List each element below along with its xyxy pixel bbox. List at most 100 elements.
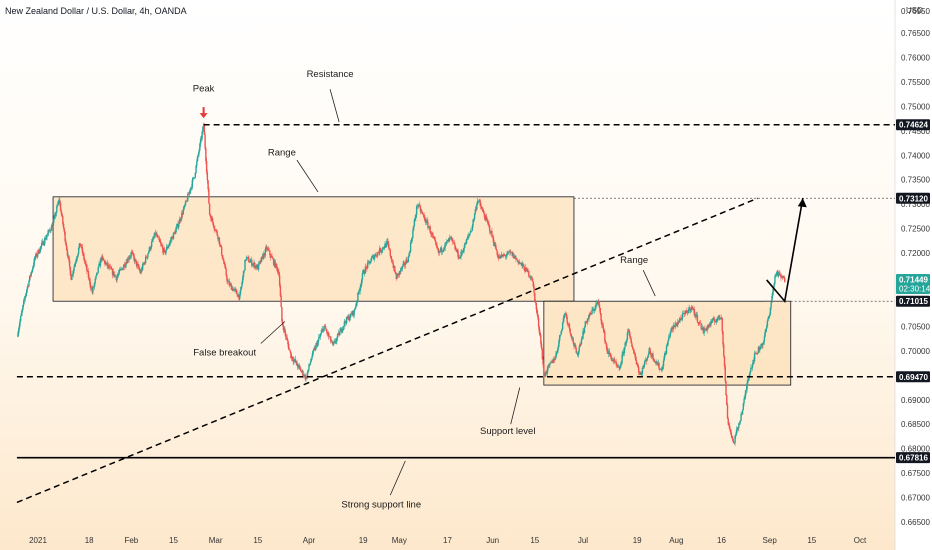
candle-body	[194, 172, 197, 178]
candle-body	[423, 215, 425, 218]
candle-body	[132, 252, 134, 254]
candle-body	[366, 266, 368, 269]
candle-body	[466, 238, 468, 240]
candle-body	[175, 229, 177, 234]
candle-body	[629, 336, 632, 339]
candle-body	[260, 256, 263, 263]
candle-body	[267, 248, 270, 251]
candle-body	[620, 362, 623, 365]
candle-body	[493, 242, 495, 247]
candle-body	[382, 247, 385, 249]
y-tick-label: 0.73500	[901, 176, 930, 185]
candle-body	[664, 353, 666, 356]
candle-body	[181, 212, 184, 215]
candle-body	[446, 241, 448, 243]
candle-body	[189, 191, 191, 192]
candle-body	[41, 241, 44, 243]
candle-body	[462, 251, 465, 252]
candle-body	[487, 222, 489, 224]
candle-body	[53, 218, 55, 223]
candle-body	[54, 214, 57, 217]
candle-body	[108, 266, 111, 268]
candle-body	[413, 220, 416, 226]
x-tick-label: 18	[85, 536, 94, 545]
candle-body	[322, 328, 324, 332]
candle-body	[62, 216, 64, 225]
candle-body	[208, 189, 210, 204]
candle-body	[619, 364, 622, 368]
candle-body	[109, 266, 111, 268]
candle-body	[34, 257, 36, 259]
candle-body	[774, 275, 777, 277]
candle-body	[461, 251, 463, 253]
candle-body	[86, 265, 88, 272]
x-tick-label: Aug	[669, 536, 683, 545]
candle-body	[132, 253, 135, 257]
candle-body	[260, 260, 262, 263]
x-tick-label: May	[392, 536, 407, 545]
price-tag	[896, 295, 930, 307]
candle-body	[222, 258, 224, 261]
candle-body	[29, 275, 31, 281]
candle-body	[354, 308, 356, 310]
candle-body	[766, 320, 769, 327]
candle-body	[99, 258, 102, 266]
candle-body	[762, 341, 765, 343]
candle-body	[195, 165, 197, 173]
candle-body	[558, 335, 561, 341]
candle-body	[513, 253, 515, 259]
candle-body	[451, 237, 453, 240]
candle-body	[613, 359, 615, 362]
x-tick-label: 2021	[29, 536, 47, 545]
candle-body	[631, 343, 633, 347]
candle-body	[184, 201, 187, 206]
candle-body	[60, 210, 63, 214]
candle-body	[406, 262, 409, 263]
candle-body	[157, 236, 160, 238]
candle-body	[197, 153, 200, 157]
candle-body	[506, 254, 508, 256]
candle-body	[312, 351, 314, 357]
candle-body	[347, 316, 349, 319]
candle-body	[454, 244, 456, 250]
candle-body	[438, 251, 440, 253]
candle-body	[166, 246, 169, 249]
candle-body	[499, 256, 501, 259]
candle-body	[504, 255, 506, 256]
candle-body	[135, 259, 137, 261]
y-tick-label: 0.70500	[901, 322, 930, 331]
candle-body	[582, 331, 584, 339]
price-tag	[896, 192, 930, 204]
candle-body	[308, 364, 310, 370]
candle-body	[358, 291, 361, 293]
candle-body	[141, 264, 144, 271]
trendline	[16, 197, 758, 504]
candle-body	[93, 286, 95, 288]
candle-body	[658, 362, 660, 369]
candle-body	[696, 314, 699, 322]
candle-body	[299, 366, 301, 369]
candle-body	[488, 225, 491, 232]
candle-body	[242, 271, 245, 277]
candle-body	[439, 251, 441, 252]
annotation-label: False breakout	[193, 348, 256, 359]
candle-body	[585, 321, 587, 323]
candle-body	[581, 338, 583, 340]
candle-body	[586, 318, 589, 323]
candle-body	[570, 336, 573, 339]
candle-body	[367, 261, 370, 263]
candle-body	[18, 326, 20, 331]
candle-body	[164, 250, 166, 254]
candle-body	[702, 327, 705, 334]
candle-body	[549, 362, 552, 364]
candle-body	[169, 242, 171, 245]
candle-body	[64, 231, 66, 242]
candle-body	[427, 227, 430, 229]
candle-body	[328, 336, 331, 338]
candle-body	[765, 329, 767, 332]
candle-body	[603, 329, 605, 332]
candle-body	[302, 370, 304, 376]
candle-body	[16, 335, 19, 337]
candle-body	[430, 232, 433, 235]
